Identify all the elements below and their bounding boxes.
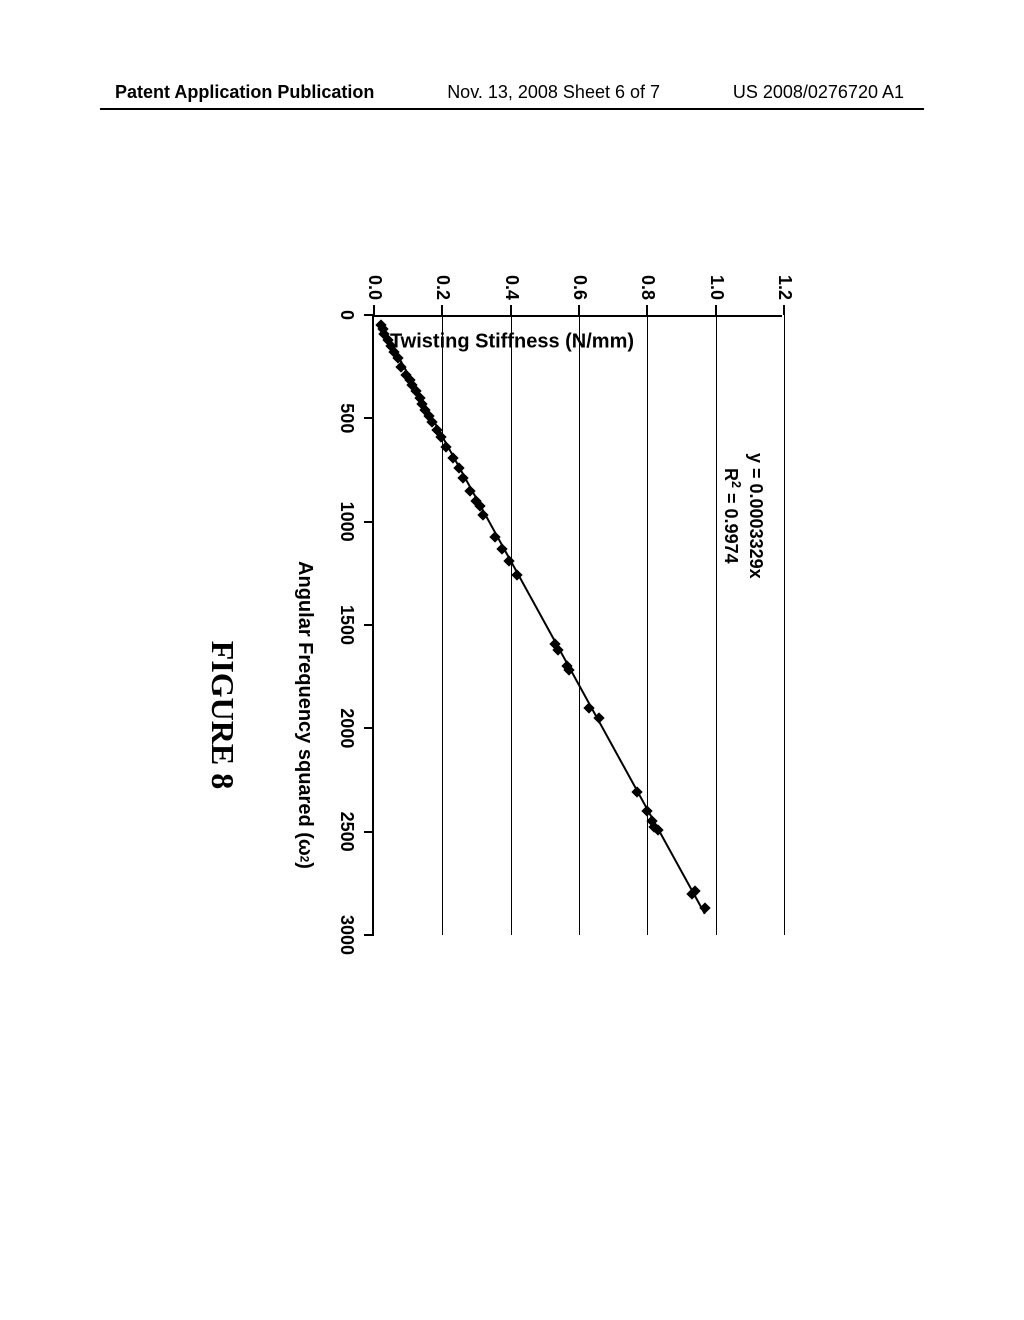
x-tick-label: 2000 (336, 698, 357, 758)
x-tick (364, 521, 374, 523)
figure-caption: FIGURE 8 (204, 405, 241, 1025)
gridline (647, 315, 648, 935)
y-tick-label: 1.0 (706, 260, 727, 300)
gridline (579, 315, 580, 935)
x-tick-label: 2500 (336, 802, 357, 862)
x-tick (364, 727, 374, 729)
equation-line1: y = 0.0003329x (744, 453, 767, 579)
header-left: Patent Application Publication (115, 82, 374, 103)
y-tick-label: 1.2 (774, 260, 795, 300)
gridline (442, 315, 443, 935)
header-divider (100, 108, 924, 110)
x-axis-title: Angular Frequency squared (ω2) (289, 405, 316, 1025)
header-center: Nov. 13, 2008 Sheet 6 of 7 (447, 82, 660, 103)
data-point (700, 902, 711, 913)
x-tick-label: 1000 (336, 492, 357, 552)
y-tick-label: 0.8 (637, 260, 658, 300)
chart-wrapper: Twisting Stiffness (N/mm) 0.00.20.40.60.… (222, 225, 802, 975)
x-tick (364, 417, 374, 419)
x-tick-label: 500 (336, 388, 357, 448)
y-tick (510, 305, 512, 315)
page-header: Patent Application Publication Nov. 13, … (0, 82, 1024, 103)
x-tick (364, 831, 374, 833)
equation-line2: R2 = 0.9974 (718, 453, 743, 579)
gridline (716, 315, 717, 935)
header-right: US 2008/0276720 A1 (733, 82, 904, 103)
x-tick (364, 934, 374, 936)
y-tick (646, 305, 648, 315)
figure-container: Twisting Stiffness (N/mm) 0.00.20.40.60.… (100, 150, 924, 1050)
y-tick-label: 0.2 (432, 260, 453, 300)
y-tick-label: 0.4 (501, 260, 522, 300)
y-tick (783, 305, 785, 315)
x-tick-label: 0 (336, 285, 357, 345)
x-tick (364, 314, 374, 316)
gridline (784, 315, 785, 935)
x-tick-label: 3000 (336, 905, 357, 965)
data-point (594, 712, 605, 723)
x-tick (364, 624, 374, 626)
y-tick-label: 0.6 (569, 260, 590, 300)
y-tick-label: 0.0 (364, 260, 385, 300)
x-tick-label: 1500 (336, 595, 357, 655)
plot-area: 0.00.20.40.60.81.01.20500100015002000250… (374, 315, 782, 935)
y-tick (715, 305, 717, 315)
gridline (511, 315, 512, 935)
regression-equation: y = 0.0003329x R2 = 0.9974 (718, 453, 767, 579)
chart-area: 0.00.20.40.60.81.01.20500100015002000250… (372, 315, 782, 935)
y-tick (578, 305, 580, 315)
y-tick (441, 305, 443, 315)
